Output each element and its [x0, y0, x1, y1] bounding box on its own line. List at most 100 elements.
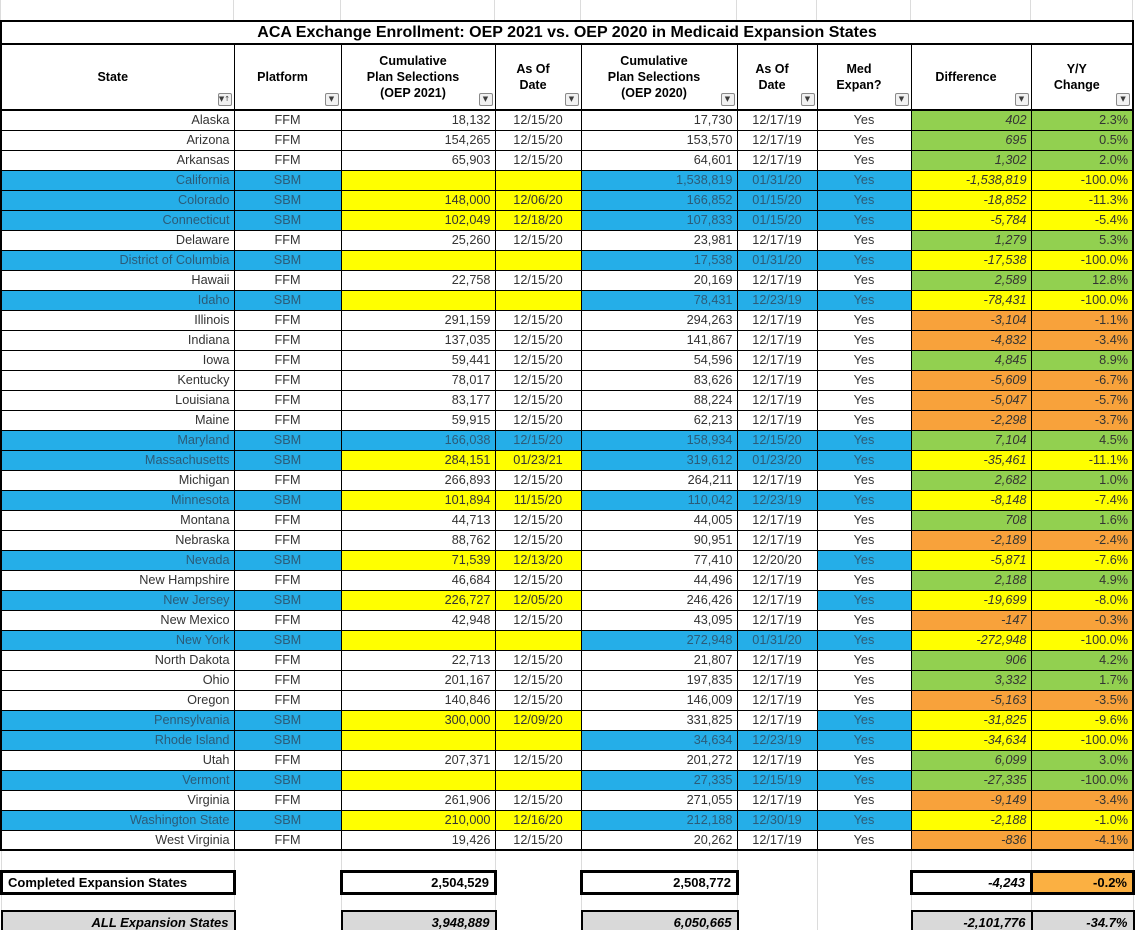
cell-sel-2020[interactable]: 201,272	[580, 749, 738, 771]
cell-sel-2020[interactable]: 141,867	[580, 329, 738, 351]
cell-med-expan[interactable]: Yes	[816, 169, 912, 191]
cell-platform[interactable]: SBM	[233, 489, 342, 511]
cell-sel-2021[interactable]: 140,846	[340, 689, 496, 711]
cell-asof-2021[interactable]	[494, 249, 582, 271]
cell-difference[interactable]: -5,609	[910, 369, 1032, 391]
cell-asof-2020[interactable]: 12/17/19	[736, 389, 818, 411]
cell-asof-2020[interactable]: 12/20/20	[736, 549, 818, 571]
cell-med-expan[interactable]: Yes	[816, 189, 912, 211]
cell-sel-2021[interactable]: 44,713	[340, 509, 496, 531]
filter-dropdown-button[interactable]: ▼	[720, 93, 735, 106]
cell-sel-2021[interactable]: 291,159	[340, 309, 496, 331]
cell-yy-change[interactable]: 4.9%	[1030, 569, 1134, 591]
cell-difference[interactable]: -272,948	[910, 629, 1032, 651]
cell-yy-change[interactable]: 2.0%	[1030, 149, 1134, 171]
filter-dropdown-button[interactable]: ▼	[564, 93, 579, 106]
summary-label[interactable]: Completed Expansion States	[0, 869, 236, 895]
cell-state[interactable]: Oregon	[0, 689, 235, 711]
cell-sel-2020[interactable]: 1,538,819	[580, 169, 738, 191]
cell-difference[interactable]: 3,332	[910, 669, 1032, 691]
summary-sel-2021[interactable]: 2,504,529	[340, 869, 497, 895]
cell-sel-2021[interactable]: 201,167	[340, 669, 496, 691]
cell-platform[interactable]: SBM	[233, 169, 342, 191]
cell-yy-change[interactable]: -3.7%	[1030, 409, 1134, 431]
cell-med-expan[interactable]: Yes	[816, 149, 912, 171]
cell-sel-2021[interactable]	[340, 629, 496, 651]
cell-yy-change[interactable]: -1.0%	[1030, 809, 1134, 831]
cell-asof-2020[interactable]: 12/30/19	[736, 809, 818, 831]
cell-platform[interactable]: FFM	[233, 789, 342, 811]
cell-yy-change[interactable]: -1.1%	[1030, 309, 1134, 331]
cell-difference[interactable]: 402	[910, 109, 1032, 131]
cell-difference[interactable]: -2,298	[910, 409, 1032, 431]
cell-sel-2020[interactable]: 62,213	[580, 409, 738, 431]
cell-state[interactable]: Rhode Island	[0, 729, 235, 751]
summary-yy-change[interactable]: -34.7%	[1030, 910, 1135, 930]
cell-state[interactable]: Hawaii	[0, 269, 235, 291]
cell-state[interactable]: Illinois	[0, 309, 235, 331]
cell-asof-2021[interactable]: 12/15/20	[494, 429, 582, 451]
cell-platform[interactable]: FFM	[233, 669, 342, 691]
cell-asof-2020[interactable]: 12/17/19	[736, 349, 818, 371]
cell-yy-change[interactable]: -3.5%	[1030, 689, 1134, 711]
cell-asof-2020[interactable]: 12/17/19	[736, 669, 818, 691]
cell-platform[interactable]: SBM	[233, 549, 342, 571]
cell-sel-2021[interactable]: 101,894	[340, 489, 496, 511]
cell-med-expan[interactable]: Yes	[816, 329, 912, 351]
cell-state[interactable]: Maine	[0, 409, 235, 431]
cell-asof-2021[interactable]: 12/15/20	[494, 309, 582, 331]
cell-yy-change[interactable]: -9.6%	[1030, 709, 1134, 731]
cell-asof-2021[interactable]: 12/15/20	[494, 609, 582, 631]
cell-platform[interactable]: FFM	[233, 569, 342, 591]
cell-state[interactable]: Iowa	[0, 349, 235, 371]
summary-sel-2020[interactable]: 2,508,772	[580, 869, 739, 895]
cell-state[interactable]: New Mexico	[0, 609, 235, 631]
cell-asof-2020[interactable]: 01/15/20	[736, 209, 818, 231]
cell-difference[interactable]: -78,431	[910, 289, 1032, 311]
cell-med-expan[interactable]: Yes	[816, 829, 912, 851]
cell-platform[interactable]: SBM	[233, 249, 342, 271]
cell-sel-2020[interactable]: 27,335	[580, 769, 738, 791]
cell-sel-2020[interactable]: 21,807	[580, 649, 738, 671]
cell-asof-2021[interactable]	[494, 629, 582, 651]
cell-asof-2020[interactable]: 12/17/19	[736, 149, 818, 171]
cell-med-expan[interactable]: Yes	[816, 309, 912, 331]
summary-difference[interactable]: -4,243	[910, 869, 1033, 895]
cell-difference[interactable]: -8,148	[910, 489, 1032, 511]
cell-yy-change[interactable]: -7.6%	[1030, 549, 1134, 571]
cell-state[interactable]: Colorado	[0, 189, 235, 211]
cell-yy-change[interactable]: 3.0%	[1030, 749, 1134, 771]
cell-difference[interactable]: 1,279	[910, 229, 1032, 251]
cell-sel-2020[interactable]: 54,596	[580, 349, 738, 371]
cell-asof-2021[interactable]	[494, 169, 582, 191]
cell-state[interactable]: Pennsylvania	[0, 709, 235, 731]
cell-sel-2020[interactable]: 319,612	[580, 449, 738, 471]
cell-sel-2020[interactable]: 264,211	[580, 469, 738, 491]
cell-yy-change[interactable]: -0.3%	[1030, 609, 1134, 631]
cell-platform[interactable]: FFM	[233, 389, 342, 411]
cell-state[interactable]: Michigan	[0, 469, 235, 491]
cell-asof-2020[interactable]: 01/23/20	[736, 449, 818, 471]
cell-asof-2020[interactable]: 12/17/19	[736, 689, 818, 711]
cell-state[interactable]: Delaware	[0, 229, 235, 251]
filter-dropdown-button[interactable]: ▼	[1116, 93, 1131, 106]
cell-asof-2021[interactable]: 12/15/20	[494, 669, 582, 691]
cell-asof-2021[interactable]: 11/15/20	[494, 489, 582, 511]
cell-state[interactable]: New Jersey	[0, 589, 235, 611]
cell-difference[interactable]: 4,845	[910, 349, 1032, 371]
cell-yy-change[interactable]: -3.4%	[1030, 329, 1134, 351]
cell-sel-2020[interactable]: 43,095	[580, 609, 738, 631]
cell-sel-2021[interactable]	[340, 289, 496, 311]
cell-asof-2021[interactable]: 12/15/20	[494, 389, 582, 411]
cell-platform[interactable]: FFM	[233, 149, 342, 171]
cell-med-expan[interactable]: Yes	[816, 289, 912, 311]
cell-sel-2021[interactable]: 300,000	[340, 709, 496, 731]
cell-difference[interactable]: 2,188	[910, 569, 1032, 591]
cell-med-expan[interactable]: Yes	[816, 589, 912, 611]
cell-difference[interactable]: -9,149	[910, 789, 1032, 811]
cell-sel-2021[interactable]: 71,539	[340, 549, 496, 571]
cell-difference[interactable]: -2,189	[910, 529, 1032, 551]
cell-sel-2020[interactable]: 44,496	[580, 569, 738, 591]
cell-difference[interactable]: -836	[910, 829, 1032, 851]
cell-asof-2020[interactable]: 12/17/19	[736, 749, 818, 771]
